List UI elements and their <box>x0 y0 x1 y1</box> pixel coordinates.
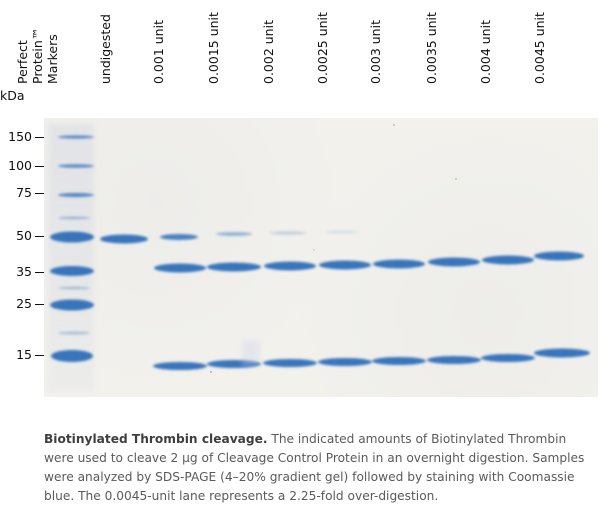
tick-mark <box>35 137 44 138</box>
cleaved-band <box>427 356 481 364</box>
tick-mark <box>35 193 44 194</box>
tick-mark <box>35 304 44 305</box>
marker-lane-label-text: Perfect Protein™ Markers <box>15 27 60 84</box>
caption-body: The indicated amounts of Biotinylated Th… <box>44 432 585 503</box>
tick-mark <box>35 166 44 167</box>
size-tick-value: 150 <box>8 129 32 144</box>
lane-label-text: 0.001 unit <box>151 20 166 84</box>
cleaved-band <box>318 358 372 366</box>
size-tick-value: 75 <box>16 185 32 200</box>
cleaved-band <box>154 263 206 273</box>
cleaved-band <box>319 260 371 270</box>
marker-band <box>51 350 93 362</box>
cleaved-band <box>264 261 316 271</box>
intact-band <box>100 234 148 244</box>
size-tick-25: 25 <box>0 297 44 311</box>
marker-band <box>58 193 94 197</box>
gel-bands <box>48 124 590 392</box>
smear-artifact <box>242 340 260 366</box>
cleaved-band <box>263 359 317 367</box>
uncleaved-band <box>160 234 198 240</box>
cleaved-lower-bands <box>153 348 590 370</box>
size-tick-value: 50 <box>16 228 32 243</box>
marker-band <box>58 331 90 335</box>
cleaved-band <box>153 362 207 370</box>
tick-mark <box>35 355 44 356</box>
kda-unit-label: kDa <box>0 88 25 103</box>
uncleaved-band <box>326 230 358 234</box>
uncleaved-bands <box>160 230 358 240</box>
cleaved-band <box>373 259 425 269</box>
cleaved-band <box>534 251 584 261</box>
gel-image <box>44 118 598 397</box>
size-tick-value: 35 <box>16 264 32 279</box>
cleaved-band <box>534 348 590 358</box>
size-tick-15: 15 <box>0 348 44 362</box>
size-tick-value: 15 <box>16 347 32 362</box>
size-tick-50: 50 <box>0 229 44 243</box>
marker-band <box>58 286 90 290</box>
marker-lane-smear <box>48 124 94 392</box>
size-tick-75: 75 <box>0 186 44 200</box>
size-tick-value: 25 <box>16 296 32 311</box>
marker-bands <box>50 135 94 362</box>
tick-mark <box>35 272 44 273</box>
marker-band <box>58 135 94 139</box>
marker-band <box>50 299 94 311</box>
cleaved-upper-bands <box>154 251 584 273</box>
marker-band <box>58 164 94 168</box>
lane-label-text: 0.003 unit <box>368 20 383 84</box>
uncleaved-band <box>270 231 306 235</box>
lane-label-text: undigested <box>98 14 113 84</box>
gel-figure: kDa Perfect Protein™ Markers undigested … <box>0 12 598 397</box>
lane-label-text: 0.002 unit <box>261 20 276 84</box>
dust-specks <box>210 124 457 373</box>
marker-band <box>50 231 94 243</box>
caption-title: Biotinylated Thrombin cleavage. <box>44 432 268 446</box>
marker-band <box>58 216 90 220</box>
cleaved-band <box>372 357 426 365</box>
figure-caption: Biotinylated Thrombin cleavage. The indi… <box>44 430 596 506</box>
uncleaved-band <box>216 232 252 236</box>
undigested-bands <box>100 234 148 244</box>
lane-label-text: 0.0015 unit <box>206 12 221 84</box>
cleaved-band <box>481 354 535 362</box>
marker-band <box>50 266 94 276</box>
size-tick-100: 100 <box>0 159 44 173</box>
lane-label-text: 0.0035 unit <box>424 12 439 84</box>
lane-label-text: 0.004 unit <box>478 20 493 84</box>
cleaved-band <box>207 262 261 272</box>
size-tick-35: 35 <box>0 265 44 279</box>
lane-label-text: 0.0045 unit <box>532 12 547 84</box>
cleaved-band <box>428 257 480 267</box>
cleaved-band <box>482 255 534 265</box>
tick-mark <box>35 236 44 237</box>
size-tick-value: 100 <box>8 158 32 173</box>
lane-label-text: 0.0025 unit <box>315 12 330 84</box>
size-tick-150: 150 <box>0 130 44 144</box>
